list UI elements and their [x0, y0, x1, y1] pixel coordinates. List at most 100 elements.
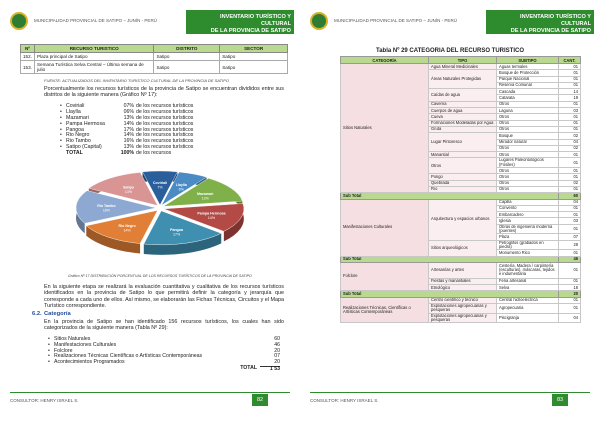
categoria-value: 20: [274, 359, 280, 366]
table-cell: Satipo: [219, 60, 288, 74]
pie-slice-6: [75, 190, 157, 224]
list-item: • Folclore 20: [48, 347, 280, 355]
municipality-name: MUNICIPALIDAD PROVINCIAL DE SATIPO – JUN…: [34, 18, 157, 23]
header-title-line1: INVENTARIO TURÍSTICO Y CULTURAL: [220, 14, 291, 27]
page-header: MUNICIPALIDAD PROVINCIAL DE SATIPO – JUN…: [4, 6, 296, 40]
cant-cell: 01: [558, 157, 581, 169]
paragraph-categoria: En la provincia de Satipo se han identif…: [44, 319, 284, 332]
pie-label: Mazamari: [197, 192, 213, 196]
table-row: Reserva Comunal 01: [341, 81, 581, 90]
bullet-icon: •: [48, 347, 50, 354]
table-cell: Semana Turística Selva Central – Última …: [33, 60, 155, 74]
table-row: Manifestaciones Culturales Arquitectura …: [340, 198, 581, 257]
distrito-pct: 14%: [123, 132, 134, 139]
list-item: • Mazamari 13% de los recursos turísticos: [60, 114, 206, 122]
paragraph-evaluacion: En la siguiente etapa se realizará la ev…: [44, 284, 284, 310]
pie-chart: Coviriali 7% Llaylla 6% Mazamari 13% Pampa Her…: [52, 166, 268, 278]
pie-pct-label: 17%: [173, 232, 181, 236]
paragraph-distribucion: Porcentualmente los recursos turísticos …: [44, 86, 284, 99]
pie-pct-label: 6%: [179, 187, 185, 191]
distrito-pct: 13%: [123, 144, 134, 151]
pie-slice-1: [161, 171, 208, 206]
categoria-value: 46: [274, 341, 280, 348]
distritos-list: • Coviriali 07% de los recursos turísticos …: [60, 103, 206, 157]
tipo-cell: Explotaciones agropecuarias y pesqueras: [428, 312, 497, 324]
table-row: Caverna Otros 01: [341, 100, 581, 109]
pie-slice-0: [142, 170, 178, 206]
distrito-text: de los recursos turísticos: [136, 138, 194, 145]
subtipo-cell: Cestería, Madera / carpintería (escultur…: [496, 261, 559, 279]
left-page: MUNICIPALIDAD PROVINCIAL DE SATIPO – JUN…: [4, 6, 296, 418]
section-title: Categoría: [44, 311, 71, 317]
distrito-name: Pampa Hermosa: [66, 120, 105, 127]
distrito-text: de los recursos turísticos: [136, 108, 194, 115]
distrito-name: Llaylla: [66, 108, 81, 115]
table-row: Formaciones Modeladas por Agua Otros 01: [341, 119, 581, 127]
categoria-name: Realizaciones Técnicas Científicas o Art…: [54, 353, 203, 360]
list-item: • Llaylla 06% de los recursos turísticos: [60, 108, 206, 116]
distrito-text: de los recursos turísticos: [136, 114, 194, 121]
pie-pct-label: 7%: [157, 185, 163, 189]
col-header: CATEGORÍA: [340, 56, 429, 64]
categoria-cell: Sitios Naturales: [340, 62, 429, 194]
municipality-name: MUNICIPALIDAD PROVINCIAL DE SATIPO – JUN…: [334, 18, 457, 23]
col-header: Nº: [20, 44, 35, 53]
cant-cell: 04: [558, 312, 581, 324]
distrito-pct: 06%: [123, 108, 134, 115]
distrito-name: Coviriali: [66, 103, 85, 109]
list-item: • Pangoa 17% de los recursos turísticos: [60, 126, 206, 134]
bullet-icon: •: [60, 103, 62, 109]
table-row: Etnológico Selva 18: [341, 284, 581, 292]
table-row: Áreas Naturales Protegidas Bosque de Pro…: [341, 69, 581, 90]
table-row: Lugar Pintoresco Bosque 02: [341, 132, 581, 153]
table-source: FUENTE: ACTUALIZADOS DEL INVENTARIO TURI…: [44, 78, 229, 83]
subtotal-row: Sub Total 46: [340, 255, 581, 263]
tipo-cell: Otros: [428, 157, 497, 175]
categoria-name: Manifestaciones Culturales: [54, 341, 117, 348]
footer-consultor: CONSULTOR: HENRY ISRAEL S.: [10, 398, 79, 403]
table-cell: Satipo: [153, 60, 221, 74]
categoria-cell: Realizaciones Técnicas, Científicas o Ar…: [340, 296, 429, 324]
right-page: MUNICIPALIDAD PROVINCIAL DE SATIPO – JUN…: [304, 6, 596, 418]
bullet-icon: •: [48, 336, 50, 342]
bullet-icon: •: [60, 132, 62, 139]
distrito-pct: 16%: [123, 138, 134, 145]
list-item: • Realizaciones Técnicas Científicas o Ar…: [48, 354, 280, 360]
col-header: CANT.: [558, 56, 581, 64]
total-value: 1 53: [260, 365, 280, 372]
col-header: RECURSO TURISTICO: [33, 44, 155, 53]
list-item: • Rio Negro 14% de los recursos turísticos: [60, 133, 206, 139]
distrito-text: de los recursos turísticos: [136, 144, 194, 151]
pie-slice-4: [143, 210, 222, 246]
categoria-cell: Manifestaciones Culturales: [340, 198, 429, 257]
list-item: • Manifestaciones Culturales 46: [48, 341, 280, 349]
categoria-name: Folclore: [54, 347, 73, 354]
pie-slice-side: [143, 233, 222, 255]
table-header-row: CATEGORÍA TIPO SUBTIPO CANT.: [340, 56, 581, 64]
distrito-pct: 17%: [123, 126, 134, 133]
total-pct: 100%: [120, 150, 134, 157]
tipo-cell: Artesanías y artes: [428, 261, 497, 279]
distrito-pct: 13%: [123, 114, 134, 121]
pie-slice-2: [163, 178, 243, 207]
categoria-name: Sitios Naturales: [54, 336, 91, 342]
distrito-text: de los recursos turísticos: [136, 126, 194, 133]
pie-label: Satipo: [123, 186, 135, 190]
pie-slice-5: [85, 210, 158, 244]
cant-cell: 14: [558, 88, 581, 96]
page-number: 83: [552, 394, 568, 406]
cant-cell: 03: [558, 107, 581, 115]
table-row: Realizaciones Técnicas, Científicas o Ar…: [340, 296, 581, 324]
subtotal-value: 20: [558, 290, 581, 298]
pie-slice-side: [86, 225, 141, 254]
bullet-icon: •: [60, 126, 62, 133]
table-header-row: Nº RECURSO TURISTICO DISTRITO SECTOR: [20, 44, 288, 53]
table-row: Cueva Otros 01: [341, 113, 581, 121]
distrito-name: Mazamari: [66, 114, 89, 121]
list-item: • Satipo (Capital) 13% de los recursos turí…: [60, 144, 206, 151]
bullet-icon: •: [48, 341, 50, 348]
list-item: • Acontecimientos Programados 20: [48, 359, 280, 366]
page-header: MUNICIPALIDAD PROVINCIAL DE SATIPO – JUN…: [304, 6, 596, 40]
cant-cell: 07: [558, 233, 581, 241]
total-label: TOTAL: [240, 364, 257, 371]
